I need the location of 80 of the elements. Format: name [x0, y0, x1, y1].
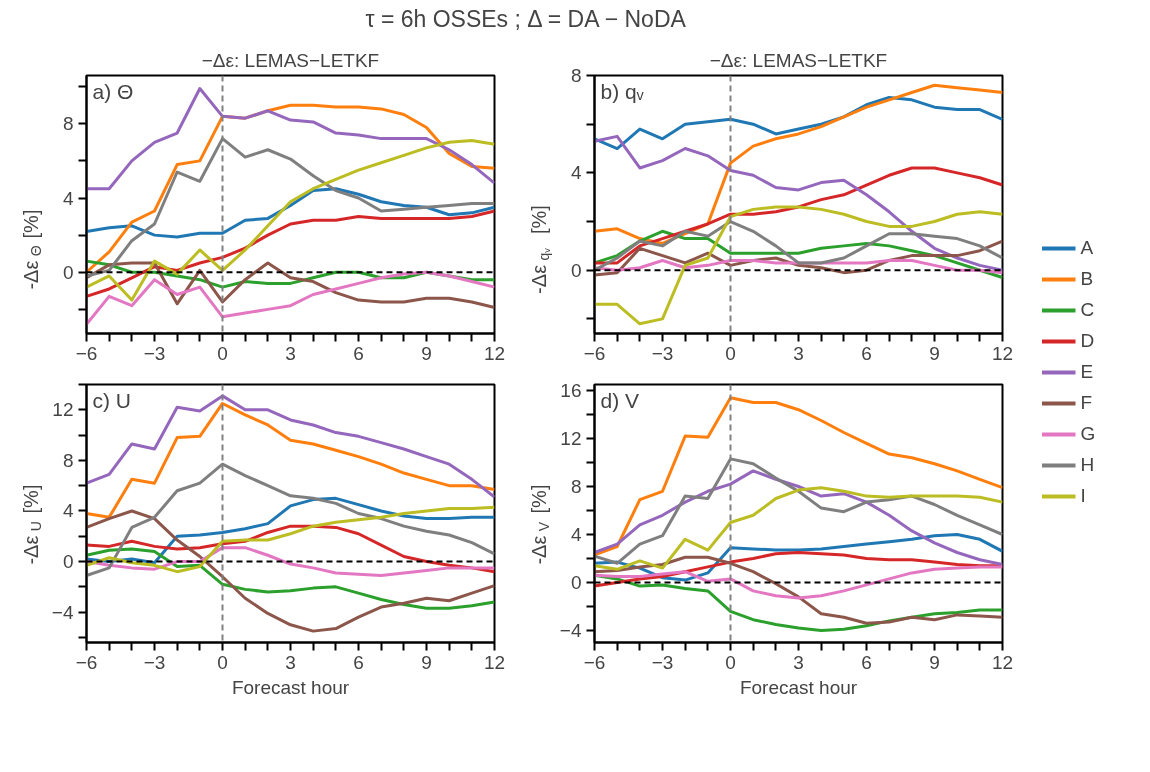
x-tick-label: 3	[793, 342, 804, 364]
x-tick-label: 12	[991, 651, 1014, 673]
x-tick-label: 12	[483, 651, 506, 673]
y-tick-label: 0	[570, 259, 582, 281]
annotation: b) qᵥ	[600, 79, 644, 103]
x-tick-label: 0	[725, 342, 736, 364]
legend-label: B	[1080, 268, 1095, 290]
x-axis-title: Forecast hour	[739, 676, 858, 698]
y-tick-label: 0	[62, 551, 74, 573]
x-tick-label: 0	[725, 651, 736, 673]
x-tick-label: 9	[421, 651, 432, 673]
x-tick-label: 12	[483, 342, 506, 364]
legend-label: E	[1080, 361, 1095, 383]
chart-subtitle: −Δε: LEMAS−LETKF	[709, 49, 888, 71]
x-tick-label: −3	[651, 342, 674, 364]
line-series	[86, 138, 495, 302]
x-tick-label: −6	[583, 342, 606, 364]
line-series	[594, 555, 1003, 625]
chart-title: τ = 6h OSSEs ; Δ = DA − NoDA	[365, 6, 687, 32]
line-series	[86, 270, 495, 326]
line-series	[86, 505, 495, 574]
line-series	[86, 86, 495, 191]
line-series	[594, 486, 1003, 571]
line-series	[86, 509, 495, 633]
x-tick-label: 0	[217, 651, 228, 673]
line-series	[86, 547, 495, 610]
x-tick-label: 12	[991, 342, 1014, 364]
legend-label: G	[1080, 423, 1097, 445]
annotation: c) U	[92, 388, 131, 412]
legend-label: H	[1080, 454, 1096, 476]
legend-label: D	[1080, 330, 1096, 352]
y-tick-label: 4	[62, 500, 74, 522]
y-tick-label: 4	[62, 187, 74, 209]
x-tick-label: 6	[861, 342, 872, 364]
y-tick-label: −4	[51, 601, 74, 623]
line-series	[594, 565, 1003, 600]
annotation: a) Θ	[92, 79, 134, 103]
y-tick-label: 8	[570, 65, 582, 86]
y-tick-label: 12	[560, 428, 582, 449]
x-tick-label: 9	[421, 342, 432, 364]
x-tick-label: 6	[353, 651, 364, 673]
legend-label: A	[1080, 237, 1095, 259]
x-tick-label: 9	[929, 342, 940, 364]
y-tick-label: 0	[570, 572, 582, 593]
x-axis-title: Forecast hour	[231, 676, 350, 698]
line-series	[594, 205, 1003, 326]
y-axis-title: -Δεqᵥ [%]	[527, 205, 552, 294]
x-tick-label: −6	[75, 342, 98, 364]
y-tick-label: 8	[570, 476, 582, 497]
y-axis-title: -ΔεΘ [%]	[19, 209, 44, 290]
x-tick-label: −3	[143, 342, 166, 364]
y-tick-label: 16	[560, 380, 582, 401]
chart-subtitle: −Δε: LEMAS−LETKF	[201, 49, 380, 71]
y-tick-label: 0	[62, 261, 74, 283]
y-tick-label: −4	[559, 620, 582, 641]
y-tick-label: 4	[570, 162, 582, 184]
y-axis-title: -ΔεV [%]	[527, 484, 552, 565]
annotation: d) V	[600, 388, 640, 412]
x-tick-label: −3	[651, 651, 674, 673]
y-tick-label: 8	[62, 449, 74, 471]
x-tick-label: 6	[861, 651, 872, 673]
line-series	[86, 187, 495, 239]
x-tick-label: 3	[793, 651, 804, 673]
x-tick-label: −6	[75, 651, 98, 673]
y-axis-title: -ΔεU [%]	[19, 484, 44, 565]
y-tick-label: 4	[570, 524, 582, 545]
x-tick-label: 6	[353, 342, 364, 364]
legend-label: C	[1080, 299, 1096, 321]
legend-label: I	[1080, 485, 1087, 507]
line-series	[86, 394, 495, 499]
x-tick-label: −6	[583, 651, 606, 673]
legend-label: F	[1080, 392, 1094, 414]
x-tick-label: −3	[143, 651, 166, 673]
x-tick-label: 3	[285, 342, 296, 364]
x-tick-label: 3	[285, 651, 296, 673]
line-series	[594, 134, 1003, 272]
x-tick-label: 9	[929, 651, 940, 673]
y-tick-label: 12	[52, 399, 74, 421]
x-tick-label: 0	[217, 342, 228, 364]
y-tick-label: 8	[62, 113, 74, 135]
